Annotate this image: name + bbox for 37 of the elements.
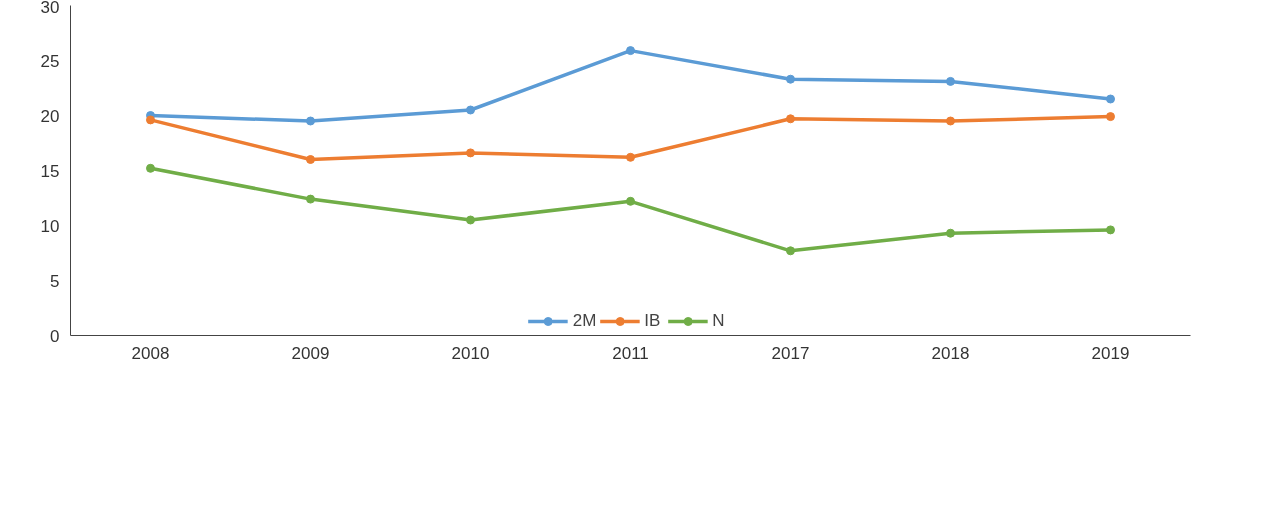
point	[306, 194, 315, 204]
x-tick-label: 2019	[1091, 343, 1130, 363]
point	[306, 116, 315, 126]
point	[1106, 112, 1115, 122]
point	[946, 228, 955, 238]
point	[1106, 225, 1115, 235]
legend-label: N	[712, 311, 726, 331]
point	[306, 155, 315, 164]
point	[786, 114, 795, 124]
point	[626, 46, 635, 56]
y-tick-label: 10	[40, 216, 60, 236]
point	[786, 74, 795, 84]
x-tick-label: 2010	[451, 343, 490, 363]
point	[626, 196, 635, 206]
y-tick-label: 25	[40, 51, 60, 71]
y-tick-label: 30	[40, 0, 60, 17]
point	[786, 246, 795, 256]
point	[466, 148, 475, 158]
point	[946, 76, 955, 86]
point	[1106, 94, 1115, 104]
y-tick-label: 0	[50, 326, 60, 346]
point	[146, 115, 155, 125]
legend-label: 2M	[572, 311, 597, 331]
y-tick-label: 20	[40, 106, 60, 126]
legend-label: IB	[644, 311, 662, 331]
point	[626, 152, 635, 162]
point	[146, 163, 155, 173]
y-tick-label: 15	[40, 161, 60, 181]
x-tick-label: 2017	[771, 343, 810, 363]
point	[946, 116, 955, 126]
point	[466, 105, 475, 115]
x-tick-label: 2018	[931, 343, 970, 363]
y-tick-label: 5	[50, 271, 60, 291]
x-tick-label: 2009	[291, 343, 330, 363]
x-tick-label: 2011	[612, 343, 649, 363]
point	[466, 215, 475, 225]
x-tick-label: 2008	[131, 343, 170, 363]
